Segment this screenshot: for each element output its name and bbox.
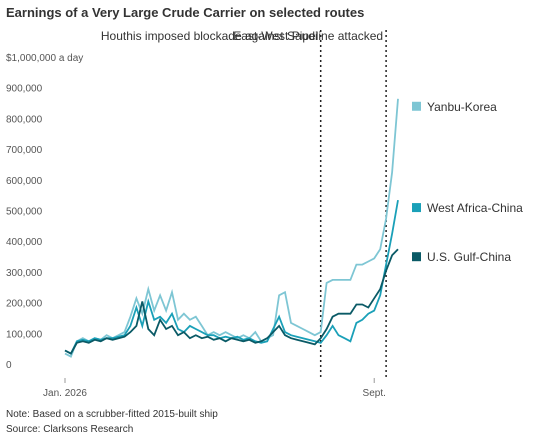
legend-label: Yanbu-Korea [427,100,497,114]
y-tick-label: 0 [6,360,12,371]
series-line [64,98,399,358]
y-tick-label: 900,000 [6,84,43,95]
legend-label: U.S. Gulf-China [427,250,511,264]
legend-swatch [412,101,421,111]
series-line [64,248,399,355]
y-tick-label: 300,000 [6,268,43,279]
annotation: East-West Pipeline attacked [233,29,383,43]
y-tick-label: 100,000 [6,329,43,340]
y-tick-label: 700,000 [6,145,43,156]
legend-label: West Africa-China [427,201,523,215]
note: Note: Based on a scrubber-fitted 2015-bu… [6,409,218,420]
chart-title: Earnings of a Very Large Crude Carrier o… [6,5,364,20]
legend-swatch [412,203,421,213]
legend-swatch [412,252,421,262]
y-tick-label: 200,000 [6,299,43,310]
x-tick-label: Sept. [363,388,386,399]
y-tick-label: 600,000 [6,176,43,187]
source: Source: Clarksons Research [6,424,133,435]
y-tick-label: 800,000 [6,114,43,125]
series-line [64,199,399,355]
y-tick-label: 400,000 [6,237,43,248]
y-tick-label: 500,000 [6,207,43,218]
x-tick-label: Jan. 2026 [43,388,87,399]
y-tick-label: $1,000,000 a day [6,53,83,64]
annotation: Houthis imposed blockade against Saudi [101,29,318,43]
